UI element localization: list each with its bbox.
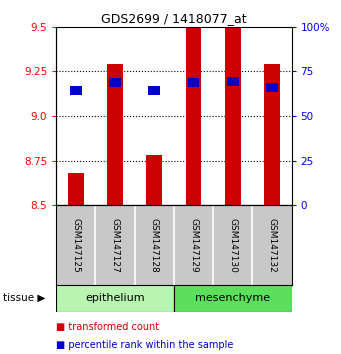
Bar [266,83,278,92]
Bar [174,285,292,312]
Bar [147,155,162,205]
Text: tissue ▶: tissue ▶ [3,293,46,303]
Bar [148,86,160,95]
Text: GSM147125: GSM147125 [71,218,80,273]
Text: GSM147128: GSM147128 [150,218,159,273]
Title: GDS2699 / 1418077_at: GDS2699 / 1418077_at [101,12,247,25]
Bar [225,27,241,205]
Bar [68,173,84,205]
Bar [188,78,199,87]
Text: GSM147132: GSM147132 [267,218,277,273]
Text: ■ transformed count: ■ transformed count [56,322,159,332]
Bar [56,285,174,312]
Text: epithelium: epithelium [85,293,145,303]
Bar [107,64,123,205]
Text: GSM147127: GSM147127 [110,218,120,273]
Text: GSM147129: GSM147129 [189,218,198,273]
Bar [264,64,280,205]
Bar [186,27,202,205]
Bar [227,78,239,86]
Text: ■ percentile rank within the sample: ■ percentile rank within the sample [56,340,234,350]
Text: mesenchyme: mesenchyme [195,293,270,303]
Bar [109,78,121,87]
Text: GSM147130: GSM147130 [228,218,237,273]
Bar [70,86,82,95]
